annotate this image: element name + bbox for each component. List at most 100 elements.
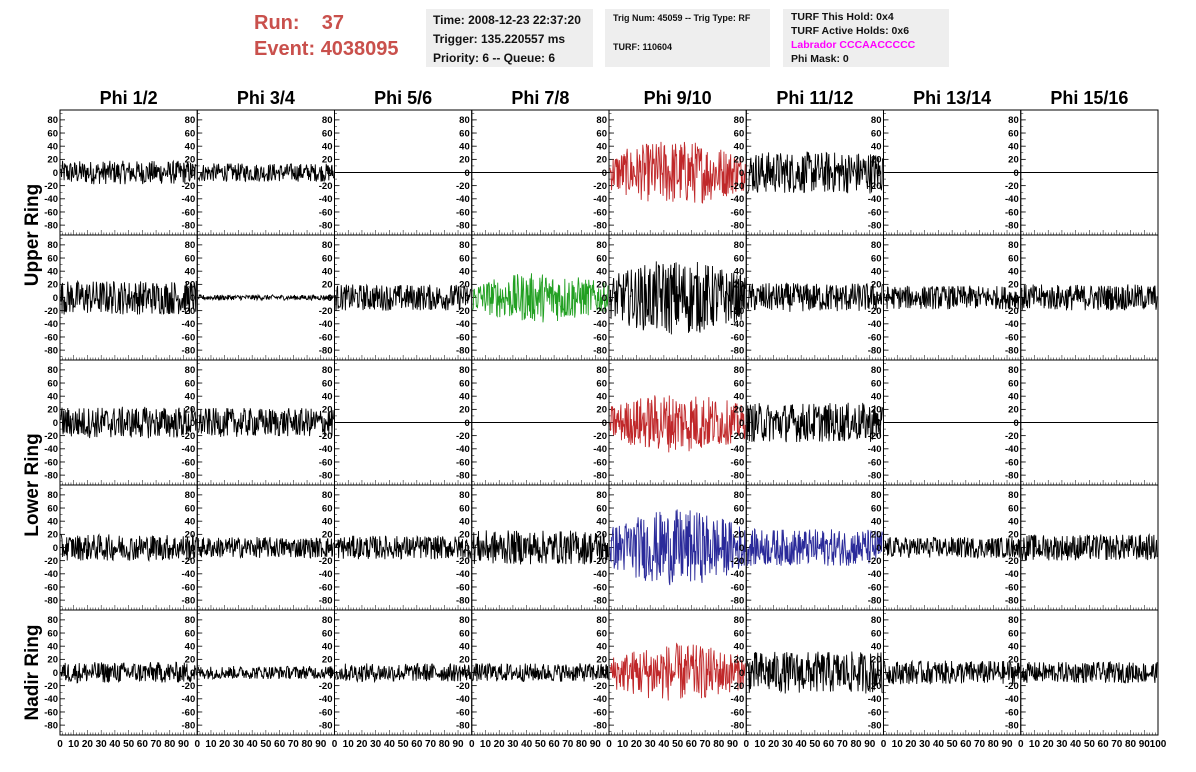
y-tick-label: 0 xyxy=(602,293,607,304)
y-tick-label: -40 xyxy=(1005,444,1019,455)
y-tick-label: -20 xyxy=(182,556,196,567)
y-tick-label: -20 xyxy=(868,431,882,442)
y-tick-label: 80 xyxy=(1008,490,1019,501)
y-tick-label: -60 xyxy=(868,582,882,593)
y-tick-label: 80 xyxy=(871,240,882,251)
y-tick-label: 80 xyxy=(871,115,882,126)
x-tick-label: 90 xyxy=(452,739,464,750)
y-tick-label: 80 xyxy=(459,490,470,501)
y-tick-label: -40 xyxy=(1005,319,1019,330)
x-tick-label: 70 xyxy=(425,739,437,750)
waveform-trace xyxy=(884,536,1021,560)
x-tick-label: 80 xyxy=(1125,739,1137,750)
waveform-trace xyxy=(746,651,883,694)
y-tick-label: 60 xyxy=(459,378,470,389)
y-tick-label: -40 xyxy=(1005,194,1019,205)
waveform-trace xyxy=(609,642,746,701)
y-tick-label: 0 xyxy=(1013,543,1018,554)
y-tick-label: -20 xyxy=(593,306,607,317)
y-tick-label: 0 xyxy=(1013,668,1018,679)
y-tick-label: 40 xyxy=(1008,391,1019,402)
y-tick-label: 60 xyxy=(734,253,745,264)
y-tick-label: -20 xyxy=(1005,306,1019,317)
y-tick-label: 0 xyxy=(876,668,881,679)
x-tick-label: 60 xyxy=(549,739,561,750)
y-tick-label: -40 xyxy=(44,694,58,705)
time-text: Time: 2008-12-23 22:37:20 xyxy=(433,13,581,27)
y-tick-label: -60 xyxy=(593,707,607,718)
y-tick-label: 80 xyxy=(47,115,58,126)
y-tick-label: -20 xyxy=(44,306,58,317)
x-tick-label: 30 xyxy=(919,739,931,750)
y-tick-label: 80 xyxy=(47,490,58,501)
panel-frame xyxy=(745,609,884,736)
waveform-trace xyxy=(197,293,334,302)
y-tick-label: 40 xyxy=(596,516,607,527)
y-tick-label: -60 xyxy=(593,207,607,218)
phi-label: Phi 13/14 xyxy=(913,88,991,108)
y-tick-label: -60 xyxy=(593,457,607,468)
x-tick-label: 30 xyxy=(645,739,657,750)
x-tick-label: 30 xyxy=(782,739,794,750)
y-tick-label: 80 xyxy=(596,490,607,501)
y-tick-label: -40 xyxy=(593,319,607,330)
y-tick-label: -60 xyxy=(44,332,58,343)
y-tick-label: -20 xyxy=(456,181,470,192)
y-tick-label: -60 xyxy=(456,582,470,593)
waveform-panel: 80 60 40 20 0 -20 -40 -60 -80 xyxy=(319,609,473,736)
y-tick-label: 60 xyxy=(596,253,607,264)
y-tick-label: -80 xyxy=(1005,345,1019,356)
x-tick-label: 30 xyxy=(233,739,245,750)
y-tick-label: -40 xyxy=(731,569,745,580)
y-tick-label: -20 xyxy=(44,681,58,692)
y-tick-label: 20 xyxy=(1008,280,1019,291)
x-tick-label: 20 xyxy=(82,739,94,750)
y-tick-label: 20 xyxy=(47,280,58,291)
y-tick-label: 0 xyxy=(327,293,332,304)
y-tick-label: 60 xyxy=(596,628,607,639)
x-tick-label: 10 xyxy=(205,739,217,750)
y-tick-label: 0 xyxy=(1013,418,1018,429)
x-tick-label: 40 xyxy=(521,739,533,750)
y-tick-label: -80 xyxy=(182,720,196,731)
y-tick-label: -40 xyxy=(182,319,196,330)
y-tick-label: -40 xyxy=(731,444,745,455)
y-tick-label: -40 xyxy=(319,319,333,330)
x-tick-label: 50 xyxy=(123,739,135,750)
y-tick-label: -80 xyxy=(593,595,607,606)
y-tick-label: 60 xyxy=(322,628,333,639)
y-tick-label: -80 xyxy=(868,345,882,356)
y-tick-label: -40 xyxy=(731,694,745,705)
y-tick-label: 20 xyxy=(596,155,607,166)
y-tick-label: 20 xyxy=(459,530,470,541)
turf-this-hold-text: TURF This Hold: 0x4 xyxy=(791,11,894,23)
x-tick-label: 100 xyxy=(1150,739,1167,750)
y-tick-label: 20 xyxy=(47,655,58,666)
y-tick-label: 80 xyxy=(185,365,196,376)
waveform-trace xyxy=(60,406,197,439)
y-tick-label: -40 xyxy=(182,694,196,705)
y-tick-label: -20 xyxy=(182,306,196,317)
y-tick-label: 20 xyxy=(871,405,882,416)
waveform-trace xyxy=(884,659,1021,685)
y-tick-label: 80 xyxy=(47,365,58,376)
y-tick-label: -60 xyxy=(456,207,470,218)
x-tick-label: 60 xyxy=(411,739,423,750)
x-tick-label: 0 xyxy=(1018,739,1024,750)
y-tick-label: 0 xyxy=(327,168,332,179)
y-tick-label: 20 xyxy=(459,155,470,166)
y-tick-label: 0 xyxy=(876,293,881,304)
waveform-panel: 80 60 40 20 0 -20 -40 -60 -80 xyxy=(731,234,884,361)
y-tick-label: -80 xyxy=(593,470,607,481)
x-tick-label: 40 xyxy=(658,739,670,750)
waveform-panel: 80 60 40 20 0 -20 -40 -60 -80 xyxy=(44,359,198,486)
waveform-trace xyxy=(746,527,883,566)
waveform-panel: 80 60 40 20 0 -20 -40 -60 -80 xyxy=(319,484,473,611)
y-tick-label: 20 xyxy=(185,280,196,291)
y-tick-label: 0 xyxy=(602,168,607,179)
y-tick-label: 40 xyxy=(734,641,745,652)
y-tick-label: -20 xyxy=(456,681,470,692)
y-tick-label: -60 xyxy=(593,332,607,343)
y-tick-label: 20 xyxy=(734,155,745,166)
waveform-panel: 80 60 40 20 0 -20 -40 -60 -80 xyxy=(44,234,198,361)
